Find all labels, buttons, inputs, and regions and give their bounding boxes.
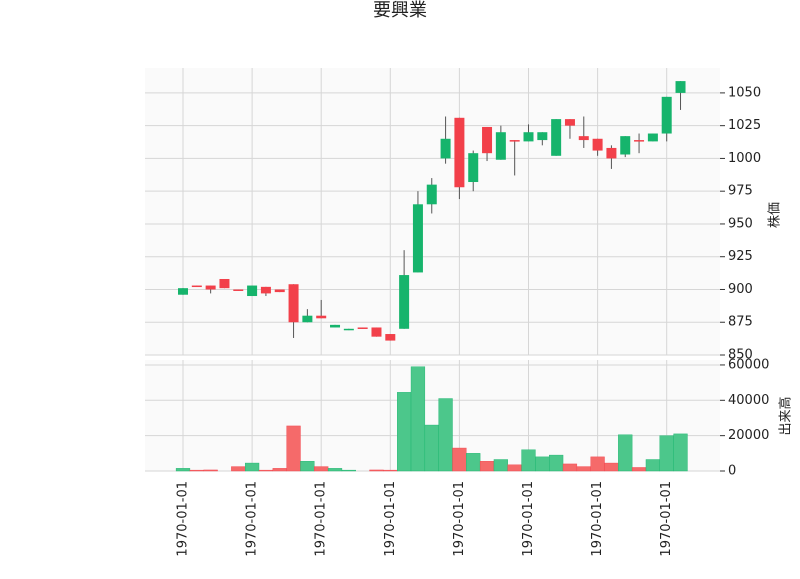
candle-body	[260, 286, 271, 294]
candle-body	[509, 140, 520, 142]
y-tick-label: 900	[728, 282, 753, 297]
volume-tick-label: 40000	[728, 393, 769, 408]
price-panel	[145, 68, 720, 355]
volume-bar	[535, 456, 550, 472]
volume-tick-label: 20000	[728, 428, 769, 443]
volume-bar	[383, 469, 398, 472]
y-tick-label: 1050	[728, 85, 761, 100]
x-tick-label: 1970-01-01	[314, 481, 329, 557]
volume-bar	[286, 425, 301, 472]
candle-body	[495, 132, 506, 160]
volume-bar	[507, 464, 522, 472]
chart-title: 要興業	[373, 0, 427, 21]
volume-tick-label: 60000	[728, 357, 769, 372]
volume-bar	[341, 469, 356, 472]
volume-bar	[203, 469, 218, 472]
candle-body	[178, 288, 188, 295]
y-tick-label: 925	[728, 249, 753, 264]
volume-bar	[576, 466, 591, 472]
volume-bar	[645, 459, 660, 472]
candle-body	[440, 138, 451, 159]
volume-bar	[244, 462, 260, 472]
candle-body	[551, 119, 562, 156]
candle-body	[634, 140, 645, 142]
candle-body	[233, 289, 244, 291]
candle-body	[385, 334, 396, 341]
volume-bar	[314, 466, 329, 472]
volume-bar	[562, 463, 578, 472]
volume-bar	[452, 447, 467, 472]
volume-bar	[300, 461, 315, 472]
candle-body	[537, 132, 548, 141]
volume-bar	[369, 469, 384, 472]
candle-body	[302, 315, 313, 323]
x-tick-label: 1970-01-01	[659, 481, 674, 557]
volume-bar	[327, 468, 343, 472]
candle-body	[288, 284, 299, 323]
volume-bar	[466, 453, 481, 472]
y-tick-label: 1025	[728, 118, 761, 133]
candle-body	[191, 285, 202, 288]
x-tick-label: 1970-01-01	[176, 481, 191, 557]
volume-bar	[590, 456, 605, 472]
candle-body	[399, 275, 410, 329]
candle-body	[316, 315, 327, 319]
volume-bar	[272, 468, 287, 472]
x-tick-label: 1970-01-01	[383, 481, 398, 557]
candle-body	[564, 119, 575, 126]
candle-body	[578, 136, 589, 141]
y-axis-label: 株価	[768, 202, 783, 228]
x-tick-label: 1970-01-01	[245, 481, 260, 557]
volume-bar	[438, 398, 453, 472]
volume-bar	[521, 449, 536, 472]
candle-body	[274, 289, 285, 293]
volume-bar	[410, 366, 426, 472]
candle-body	[647, 133, 658, 142]
volume-bar	[175, 468, 191, 472]
candle-body	[454, 117, 465, 188]
candle-body	[343, 328, 354, 331]
y-tick-label: 850	[728, 348, 753, 363]
y-tick-label: 875	[728, 315, 753, 330]
candle-body	[219, 278, 230, 289]
volume-bar	[631, 467, 647, 472]
volume-bar	[549, 454, 564, 472]
y-tick-label: 975	[728, 184, 753, 199]
candle-body	[357, 327, 368, 329]
volume-bar	[231, 466, 246, 472]
candle-body	[371, 327, 382, 337]
candle-body	[468, 153, 479, 183]
volume-bar	[397, 392, 412, 472]
volume-bar	[618, 434, 633, 472]
candle-body	[675, 81, 686, 93]
volume-tick-label: 0	[728, 464, 736, 479]
volume-bar	[424, 424, 439, 472]
candle-body	[661, 96, 672, 134]
volume-bar	[493, 459, 508, 472]
candle-body	[523, 132, 534, 142]
x-tick-label: 1970-01-01	[590, 481, 605, 557]
y-tick-label: 1000	[728, 151, 761, 166]
candle-body	[592, 138, 603, 151]
candle-body	[606, 147, 617, 159]
y-tick-label: 950	[728, 216, 753, 231]
candle-body	[205, 285, 216, 290]
candle-body	[412, 204, 423, 273]
x-tick-label: 1970-01-01	[452, 481, 467, 557]
volume-bar	[258, 469, 274, 472]
candle-body	[620, 136, 631, 155]
x-tick-label: 1970-01-01	[521, 481, 536, 557]
volume-bar	[659, 435, 674, 472]
candle-body	[482, 126, 493, 154]
candle-body	[426, 184, 437, 205]
candle-body	[247, 285, 258, 297]
volume-bar	[479, 461, 495, 472]
volume-bar	[604, 462, 619, 472]
volume-bar	[673, 433, 688, 472]
candle-body	[330, 324, 341, 328]
volume-axis-label: 出来高	[778, 396, 794, 435]
volume-bar	[189, 469, 204, 472]
